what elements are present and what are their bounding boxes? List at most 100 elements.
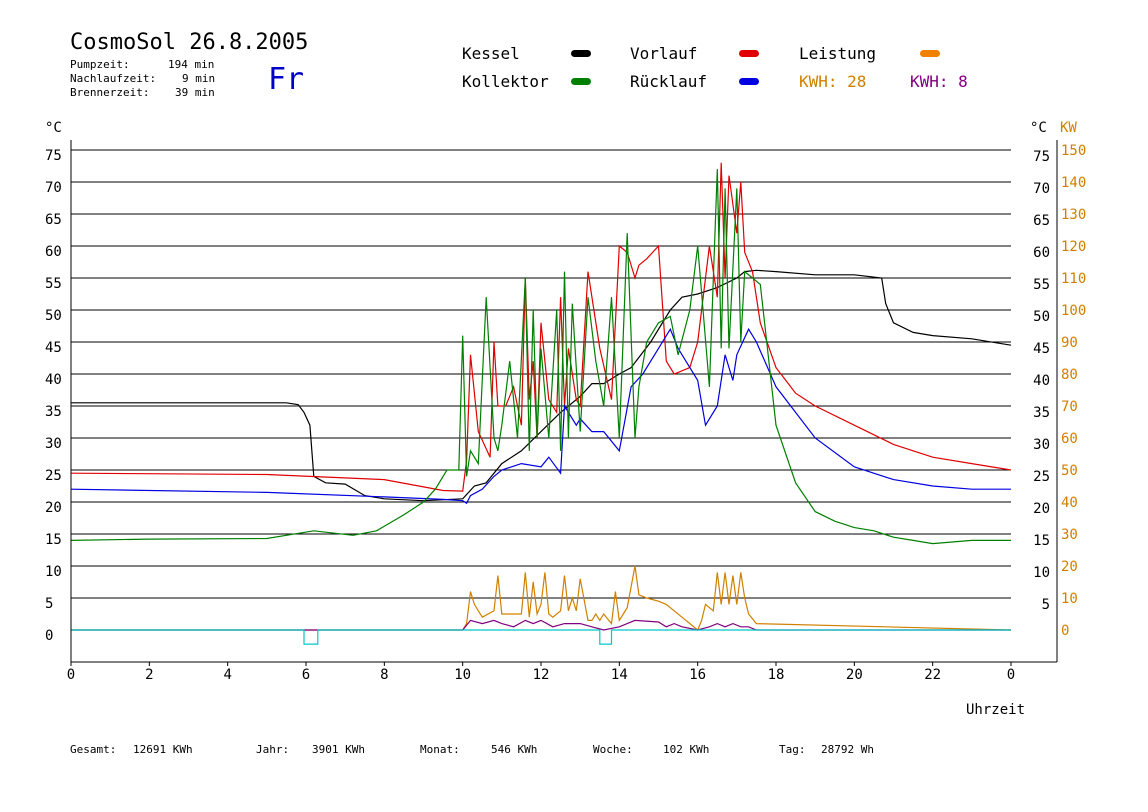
info-nachlaufzeit-value: 9 min xyxy=(182,72,216,85)
y-tick-label-left: 75 xyxy=(45,148,62,164)
x-tick-label: 16 xyxy=(689,667,706,683)
y-tick-label-right: 75 xyxy=(1033,149,1050,165)
stat-monat-label: Monat: xyxy=(420,743,460,756)
x-tick-label: 20 xyxy=(846,667,863,683)
stat-tag-value: 28792 Wh xyxy=(821,743,874,756)
stat-tag-label: Tag: xyxy=(779,743,806,756)
x-tick-label: 6 xyxy=(302,667,310,683)
stat-jahr-value: 3901 KWh xyxy=(312,743,365,756)
info-pumpzeit-value: 194 min xyxy=(168,58,215,71)
axes xyxy=(70,140,1058,666)
y-tick-label-right: 60 xyxy=(1033,245,1050,261)
y-tick-label-right: 70 xyxy=(1033,181,1050,197)
y-tick-label-left: 45 xyxy=(45,340,62,356)
legend-kessel-label: Kessel xyxy=(462,44,520,63)
stat-woche-value: 102 KWh xyxy=(663,743,710,756)
x-tick-label: 0 xyxy=(1007,667,1015,683)
legend-vorlauf-label: Vorlauf xyxy=(630,44,698,63)
stat-woche-label: Woche: xyxy=(593,743,633,756)
y-tick-label-left: 50 xyxy=(45,308,62,324)
series-line-kwh-8 xyxy=(71,619,1011,631)
y-tick-label-right: 65 xyxy=(1033,213,1050,229)
kw-tick-label: 70 xyxy=(1061,399,1078,415)
kw-tick-label: 50 xyxy=(1061,463,1078,479)
kw-tick-label: 40 xyxy=(1061,495,1078,511)
y-tick-label-left: 35 xyxy=(45,404,62,420)
x-tick-label: 4 xyxy=(223,667,231,683)
kw-tick-label: 10 xyxy=(1061,591,1078,607)
y-tick-label-right: 5 xyxy=(1042,597,1050,613)
x-axis-label: Uhrzeit xyxy=(966,702,1026,718)
info-brennerzeit-label: Brennerzeit: xyxy=(70,86,150,99)
y-tick-label-right: 30 xyxy=(1033,437,1050,453)
kw-tick-label: 130 xyxy=(1061,207,1086,223)
legend-kwh-solar-label: KWH: 8 xyxy=(910,72,968,91)
y-tick-label-left: 15 xyxy=(45,532,62,548)
y-tick-label-left: 65 xyxy=(45,212,62,228)
stat-monat-value: 546 KWh xyxy=(491,743,538,756)
y-tick-label-left: 0 xyxy=(45,628,53,644)
legend-leistung-label: Leistung xyxy=(799,44,877,63)
y-axis-power-unit: KW xyxy=(1060,120,1077,136)
x-tick-label: 10 xyxy=(454,667,471,683)
y-axis-right-unit: °C xyxy=(1030,120,1047,136)
y-tick-label-left: 55 xyxy=(45,276,62,292)
x-tick-label: 14 xyxy=(611,667,628,683)
y-tick-label-left: 20 xyxy=(45,500,62,516)
y-tick-label-right: 45 xyxy=(1033,341,1050,357)
y-tick-label-right: 25 xyxy=(1033,469,1050,485)
series-lines xyxy=(70,162,1012,645)
y-axis-left-unit: °C xyxy=(45,120,62,136)
legend-kollektor-swatch xyxy=(571,78,591,85)
y-tick-label-right: 50 xyxy=(1033,309,1050,325)
y-tick-label-left: 5 xyxy=(45,596,53,612)
series-line-vorlauf xyxy=(70,162,1012,492)
grid-lines xyxy=(71,149,1011,599)
info-pumpzeit-label: Pumpzeit: xyxy=(70,58,130,71)
x-tick-label: 18 xyxy=(768,667,785,683)
x-tick-label: 12 xyxy=(533,667,550,683)
y-tick-label-right: 40 xyxy=(1033,373,1050,389)
kw-tick-label: 110 xyxy=(1061,271,1086,287)
kw-tick-label: 100 xyxy=(1061,303,1086,319)
legend-kwh-total-label: KWH: 28 xyxy=(799,72,867,91)
y-tick-label-right: 20 xyxy=(1033,501,1050,517)
legend-vorlauf-swatch xyxy=(739,50,759,57)
kw-tick-label: 60 xyxy=(1061,431,1078,447)
y-tick-label-left: 30 xyxy=(45,436,62,452)
x-tick-label: 8 xyxy=(380,667,388,683)
kw-tick-label: 90 xyxy=(1061,335,1078,351)
page-title: CosmoSol 26.8.2005 xyxy=(70,30,309,55)
tick-labels: 0510152025303540455055606570755101520253… xyxy=(45,143,1086,683)
y-tick-label-right: 35 xyxy=(1033,405,1050,421)
legend-ruecklauf-swatch xyxy=(739,78,759,85)
kw-tick-label: 120 xyxy=(1061,239,1086,255)
x-tick-label: 0 xyxy=(67,667,75,683)
y-tick-label-right: 55 xyxy=(1033,277,1050,293)
stat-gesamt-value: 12691 KWh xyxy=(133,743,193,756)
kw-tick-label: 140 xyxy=(1061,175,1086,191)
kw-tick-label: 150 xyxy=(1061,143,1086,159)
y-tick-label-left: 60 xyxy=(45,244,62,260)
legend-ruecklauf-label: Rücklauf xyxy=(630,72,708,91)
y-tick-label-right: 15 xyxy=(1033,533,1050,549)
y-tick-label-left: 40 xyxy=(45,372,62,388)
series-line-kessel xyxy=(71,269,1012,502)
kw-tick-label: 30 xyxy=(1061,527,1078,543)
series-line-leistung xyxy=(71,565,1012,631)
series-line-pumpe xyxy=(71,629,1011,645)
info-brennerzeit-value: 39 min xyxy=(175,86,215,99)
kw-tick-label: 80 xyxy=(1061,367,1078,383)
kw-tick-label: 20 xyxy=(1061,559,1078,575)
stat-gesamt-label: Gesamt: xyxy=(70,743,117,756)
y-tick-label-right: 10 xyxy=(1033,565,1050,581)
x-tick-label: 2 xyxy=(145,667,153,683)
y-tick-label-left: 25 xyxy=(45,468,62,484)
legend-kessel-swatch xyxy=(571,50,591,57)
legend-kollektor-label: Kollektor xyxy=(462,72,549,91)
stat-jahr-label: Jahr: xyxy=(256,743,290,756)
y-tick-label-left: 10 xyxy=(45,564,62,580)
series-line-r-cklauf xyxy=(70,327,1011,505)
kw-tick-label: 0 xyxy=(1061,623,1069,639)
